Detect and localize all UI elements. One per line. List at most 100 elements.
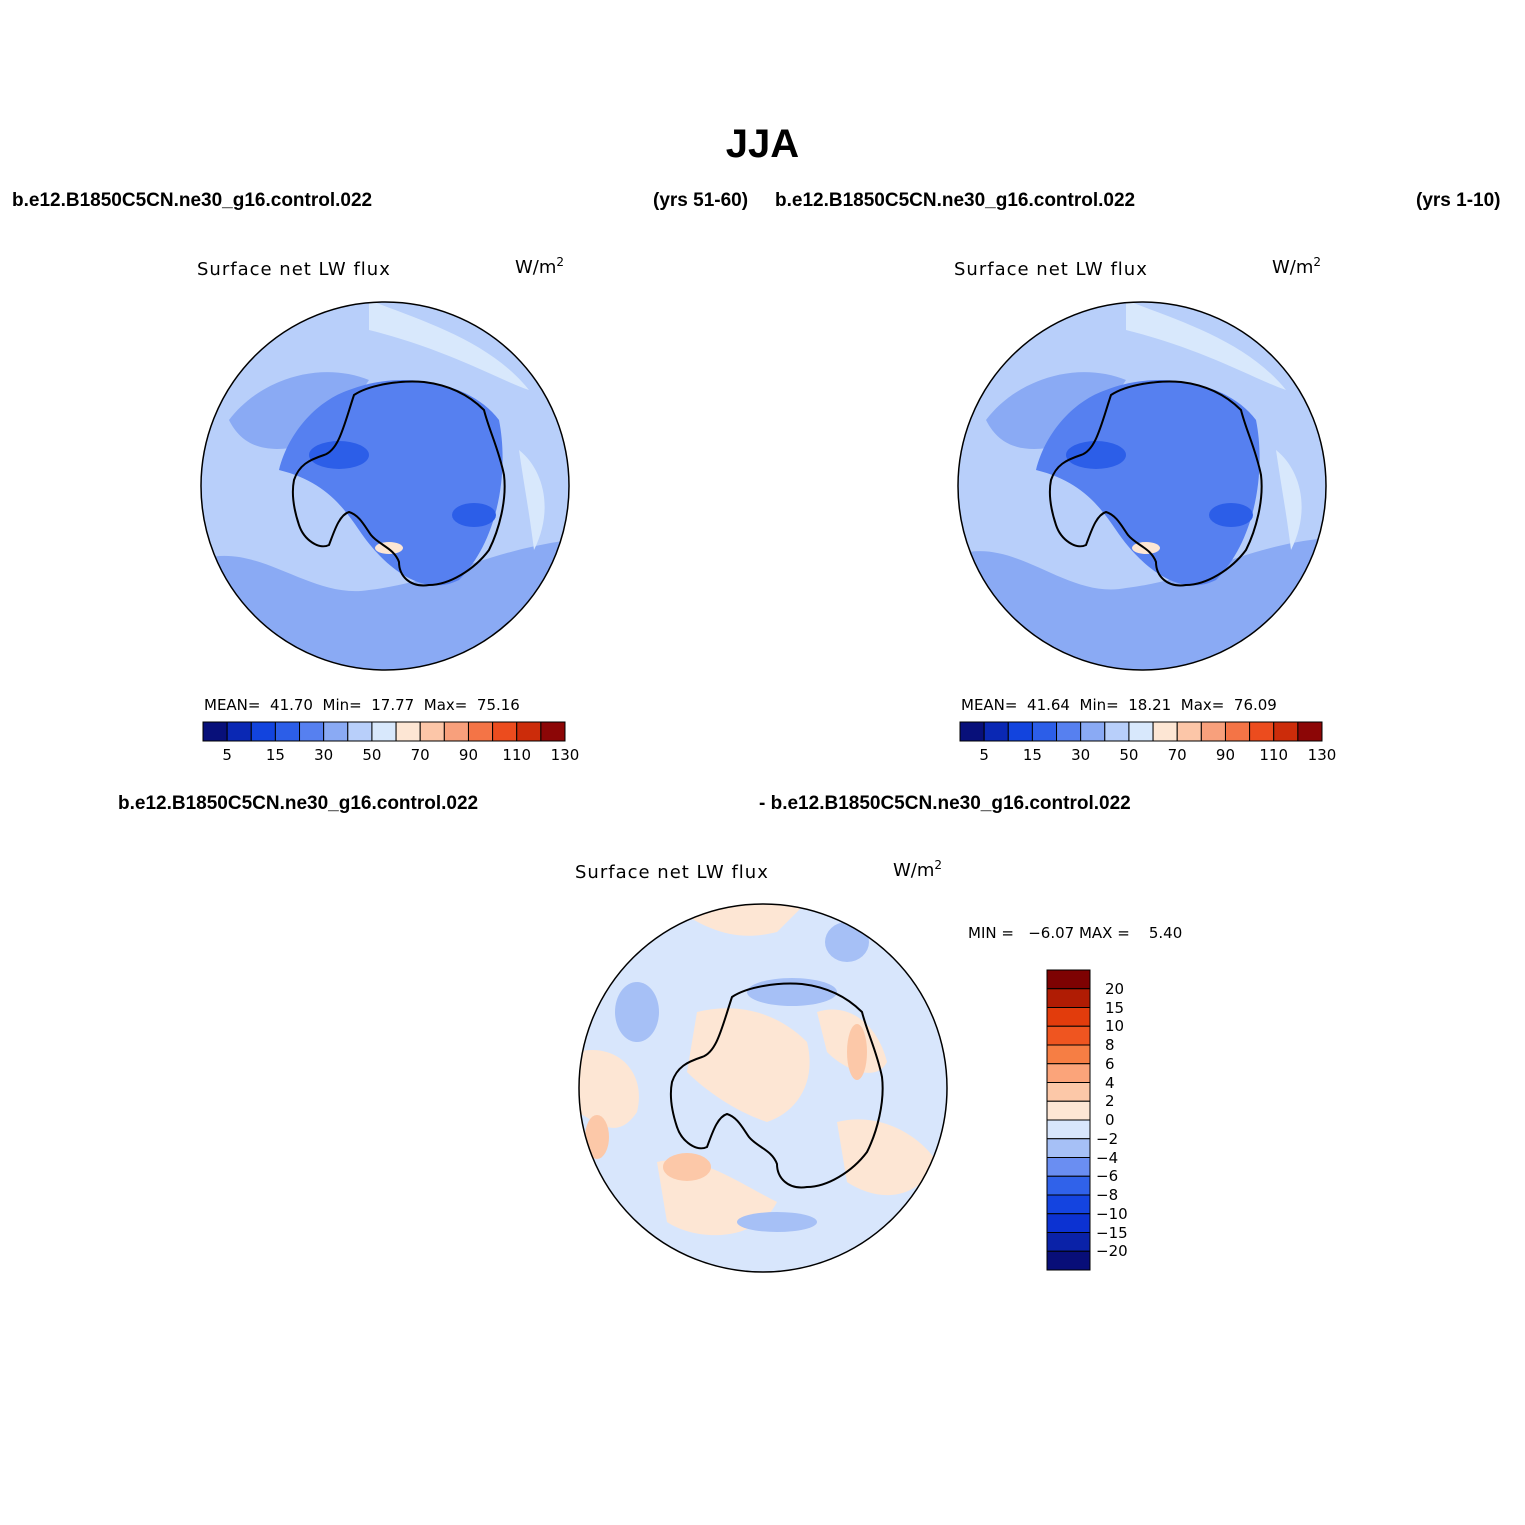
colorbar-tick-label: 70 (1167, 746, 1187, 764)
panel3-positive-region (585, 1115, 609, 1159)
panel1-low-region (452, 503, 496, 527)
panel1-plot-title: Surface net LW flux (197, 259, 391, 280)
colorbar-swatch (250, 721, 276, 742)
top-left-years-label: (yrs 51-60) (653, 190, 749, 211)
diff-right-case-label: - b.e12.B1850C5CN.ne30_g16.control.022 (759, 793, 1131, 814)
panel1-coastline (291, 380, 506, 587)
colorbar-tick-label: 5 (979, 746, 989, 764)
colorbar-tick-label: 50 (362, 746, 382, 764)
colorbar-tick-label: 90 (1215, 746, 1235, 764)
colorbar-swatch (1046, 1063, 1091, 1083)
colorbar-tick-label: 130 (1307, 746, 1337, 764)
colorbar-swatch (347, 721, 373, 742)
colorbar-swatch (1031, 721, 1058, 742)
colorbar-swatch (516, 721, 542, 742)
panel1-map (200, 301, 570, 671)
colorbar-swatch (1046, 1044, 1091, 1065)
colorbar-tick-label: −10 (1096, 1204, 1128, 1223)
top-right-years-label: (yrs 1-10) (1416, 190, 1501, 211)
panel3-colorbar (1046, 969, 1091, 1271)
panel2-colorbar (959, 721, 1323, 742)
colorbar-swatch (1046, 1250, 1091, 1271)
colorbar-swatch (1273, 721, 1299, 742)
top-right-case-label: b.e12.B1850C5CN.ne30_g16.control.022 (775, 190, 1136, 211)
panel3-coastline (669, 982, 884, 1189)
colorbar-tick-label: 70 (410, 746, 430, 764)
colorbar-swatch (467, 721, 494, 742)
colorbar-swatch (1104, 721, 1130, 742)
panel3-positive-region (847, 1024, 867, 1080)
diff-left-case-label: b.e12.B1850C5CN.ne30_g16.control.022 (118, 793, 479, 814)
colorbar-swatch (1046, 1025, 1091, 1046)
colorbar-swatch (1046, 1232, 1091, 1252)
colorbar-swatch (959, 721, 985, 742)
colorbar-tick-label: 30 (1071, 746, 1091, 764)
colorbar-tick-label: 10 (1105, 1017, 1125, 1036)
colorbar-tick-label: 20 (1105, 979, 1125, 998)
panel1-contour-band (369, 302, 529, 390)
colorbar-swatch (1297, 721, 1323, 742)
panel3-contour-band (579, 1050, 639, 1128)
colorbar-swatch (1046, 1157, 1091, 1177)
panel2-continent-field (1036, 380, 1260, 586)
panel2-colorbar-ticks: 5 15 30 50 70 90 110 130 (960, 746, 1336, 766)
colorbar-tick-label: 50 (1119, 746, 1139, 764)
colorbar-swatch (299, 721, 325, 742)
colorbar-tick-label: −2 (1096, 1129, 1119, 1148)
colorbar-tick-label: −15 (1096, 1223, 1128, 1242)
panel1-map-border (200, 301, 570, 671)
panel1-contour-band (201, 540, 569, 670)
panel3-minmax: MIN = −6.07 MAX = 5.40 (968, 924, 1183, 942)
colorbar-tick-label: −6 (1096, 1167, 1119, 1186)
colorbar-swatch (1046, 1007, 1091, 1027)
panel3-negative-region (615, 982, 659, 1042)
panel2-stats: MEAN= 41.64 Min= 18.21 Max= 76.09 (961, 696, 1277, 714)
colorbar-swatch (1046, 1175, 1091, 1196)
colorbar-swatch (1176, 721, 1202, 742)
panel3-negative-region (825, 922, 869, 962)
colorbar-swatch (226, 721, 252, 742)
colorbar-tick-label: −20 (1096, 1242, 1128, 1261)
colorbar-tick-label: 15 (1105, 998, 1125, 1017)
colorbar-swatch (1249, 721, 1275, 742)
colorbar-tick-label: 110 (1259, 746, 1289, 764)
colorbar-swatch (1046, 1100, 1091, 1121)
panel3-map (578, 903, 948, 1273)
panel3-negative-region (737, 1212, 817, 1232)
panel2-map (957, 301, 1327, 671)
colorbar-swatch (1046, 1213, 1091, 1233)
panel3-contour-band (837, 1119, 937, 1196)
colorbar-swatch (1080, 721, 1106, 742)
colorbar-swatch (540, 721, 566, 742)
panel3-colorbar-ticks: 20 15 10 8 6 4 2 0 −2 −4 −6 −8 −10 −15 −20 (1096, 970, 1156, 1270)
colorbar-swatch (1128, 721, 1154, 742)
colorbar-swatch (202, 721, 228, 742)
panel1-units: W/m2 (515, 255, 565, 278)
colorbar-swatch (1046, 1138, 1091, 1158)
panel2-coastline (1048, 380, 1263, 587)
colorbar-swatch (1200, 721, 1226, 742)
colorbar-swatch (1046, 988, 1091, 1008)
colorbar-swatch (371, 721, 397, 742)
colorbar-swatch (323, 721, 349, 742)
colorbar-swatch (1224, 721, 1251, 742)
colorbar-tick-label: 130 (550, 746, 580, 764)
colorbar-tick-label: 2 (1105, 1092, 1115, 1111)
colorbar-swatch (492, 721, 518, 742)
colorbar-tick-label: 8 (1105, 1036, 1115, 1054)
top-left-case-label: b.e12.B1850C5CN.ne30_g16.control.022 (12, 190, 373, 211)
colorbar-swatch (1056, 721, 1082, 742)
panel1-colorbar (202, 721, 566, 742)
panel2-contour-band (1126, 302, 1286, 390)
panel1-colorbar-ticks: 5 15 30 50 70 90 110 130 (203, 746, 579, 766)
colorbar-swatch (1046, 969, 1091, 990)
colorbar-swatch (274, 721, 301, 742)
colorbar-swatch (1152, 721, 1178, 742)
colorbar-swatch (1046, 1119, 1091, 1140)
colorbar-swatch (983, 721, 1009, 742)
colorbar-swatch (395, 721, 421, 742)
panel2-contour-band (1276, 450, 1302, 550)
colorbar-tick-label: 15 (1022, 746, 1042, 764)
panel3-negative-region (747, 978, 837, 1006)
panel2-low-region (1066, 441, 1126, 469)
